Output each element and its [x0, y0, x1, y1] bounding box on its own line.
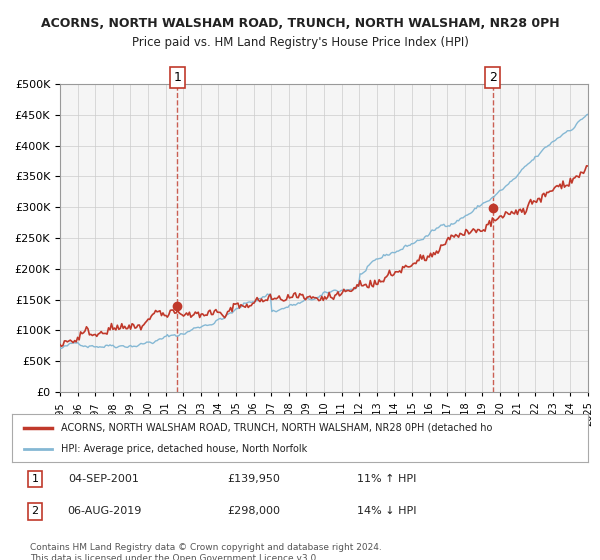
Text: ACORNS, NORTH WALSHAM ROAD, TRUNCH, NORTH WALSHAM, NR28 0PH (detached ho: ACORNS, NORTH WALSHAM ROAD, TRUNCH, NORT…: [61, 423, 493, 433]
Text: HPI: Average price, detached house, North Norfolk: HPI: Average price, detached house, Nort…: [61, 444, 307, 454]
Text: 06-AUG-2019: 06-AUG-2019: [67, 506, 142, 516]
Text: 1: 1: [173, 71, 181, 84]
Text: 1: 1: [32, 474, 38, 484]
Text: 04-SEP-2001: 04-SEP-2001: [69, 474, 140, 484]
Text: Price paid vs. HM Land Registry's House Price Index (HPI): Price paid vs. HM Land Registry's House …: [131, 36, 469, 49]
Text: Contains HM Land Registry data © Crown copyright and database right 2024.
This d: Contains HM Land Registry data © Crown c…: [30, 543, 382, 560]
Text: 11% ↑ HPI: 11% ↑ HPI: [357, 474, 416, 484]
Text: 2: 2: [488, 71, 497, 84]
Text: £139,950: £139,950: [227, 474, 280, 484]
Text: £298,000: £298,000: [227, 506, 280, 516]
Text: ACORNS, NORTH WALSHAM ROAD, TRUNCH, NORTH WALSHAM, NR28 0PH: ACORNS, NORTH WALSHAM ROAD, TRUNCH, NORT…: [41, 17, 559, 30]
Text: 14% ↓ HPI: 14% ↓ HPI: [356, 506, 416, 516]
Text: 2: 2: [31, 506, 38, 516]
